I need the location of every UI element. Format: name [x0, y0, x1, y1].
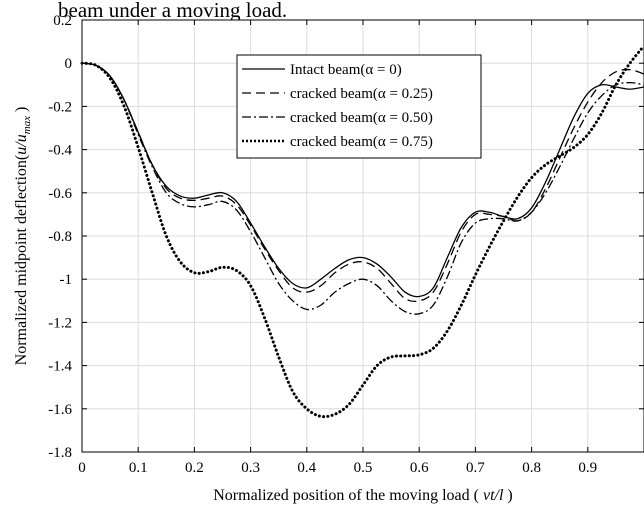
legend: Intact beam(α = 0) cracked beam(α = 0.25… — [236, 54, 482, 159]
legend-label-alpha-075: cracked beam(α = 0.75) — [290, 134, 433, 150]
series-line-alpha-075 — [80, 44, 644, 419]
x-tick-label: 0.6 — [410, 460, 429, 476]
series-line-alpha-050 — [81, 62, 644, 315]
x-tick-label: 0.4 — [297, 460, 316, 476]
x-tick-label: 0.3 — [241, 460, 260, 476]
y-tick-label: -1.8 — [48, 445, 72, 461]
y-axis-label: Normalized midpoint deflection(u/umax ) — [13, 107, 33, 366]
x-axis-label: Normalized position of the moving load (… — [213, 487, 513, 504]
axis-ticks: 0 0.1 0.2 0.3 0.4 0.5 0.6 0.7 0.8 0.9 0.2 0 -0.2 -0.4… — [48, 13, 644, 476]
y-tick-label: -0.6 — [48, 186, 72, 202]
series-line-intact — [81, 62, 644, 298]
series-lines — [80, 44, 644, 419]
legend-label-alpha-050: cracked beam(α = 0.50) — [290, 110, 433, 126]
y-tick-label: 0 — [65, 56, 73, 72]
legend-label-alpha-025: cracked beam(α = 0.25) — [290, 86, 433, 102]
x-tick-label: 0.1 — [129, 460, 148, 476]
y-tick-label: -0.2 — [48, 99, 72, 115]
y-tick-label: -1.6 — [48, 402, 72, 418]
legend-label-intact: Intact beam(α = 0) — [290, 62, 402, 78]
legend-box — [236, 54, 482, 159]
x-tick-label: 0.7 — [466, 460, 485, 476]
y-tick-label: -1.2 — [48, 315, 72, 331]
y-tick-label: -1.4 — [48, 359, 72, 375]
y-tick-label: 0.2 — [53, 13, 72, 29]
series-line-alpha-025 — [81, 62, 644, 303]
header-text: beam under a moving load. — [58, 0, 287, 22]
y-tick-label: -1 — [60, 272, 73, 288]
x-tick-label: 0.5 — [354, 460, 373, 476]
x-tick-label: 0.8 — [522, 460, 541, 476]
y-tick-label: -0.4 — [48, 143, 72, 159]
x-tick-label: 0.2 — [185, 460, 204, 476]
x-tick-label: 0 — [78, 460, 86, 476]
y-tick-label: -0.8 — [48, 229, 72, 245]
x-tick-label: 0.9 — [578, 460, 597, 476]
